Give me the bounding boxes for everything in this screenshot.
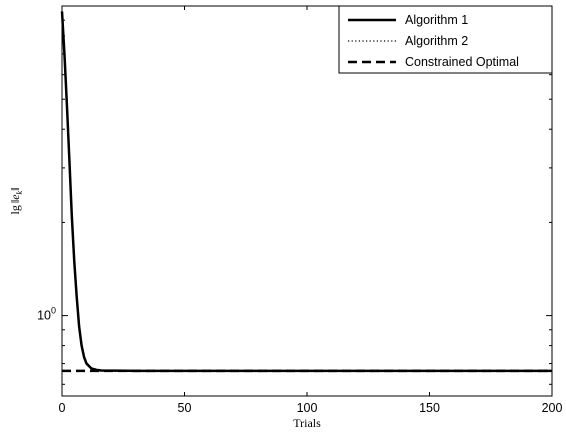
y-axis-title-sub: k [15,190,24,194]
x-tick-label: 0 [59,401,66,415]
legend: Algorithm 1 Algorithm 2 Constrained Opti… [338,5,553,74]
y-axis-title-bar-left: ‖ [8,200,22,203]
x-tick-label: 50 [178,401,192,415]
x-axis: 0 50 100 150 200 [59,6,563,415]
y-tick-label: 100 [37,306,56,323]
legend-label-algorithm-2: Algorithm 2 [405,34,468,48]
x-tick-label: 150 [419,401,440,415]
legend-label-algorithm-1: Algorithm 1 [405,13,468,27]
y-axis-title-var: e [8,194,22,200]
series-layer [60,11,552,373]
x-tick-label: 100 [297,401,318,415]
y-axis-title-bar-right: ‖ [8,188,22,191]
legend-label-constrained-optimal: Constrained Optimal [405,55,519,69]
legend-box [338,5,553,74]
x-tick-label: 200 [542,401,563,415]
y-axis-title-prefix: lg [8,205,22,214]
y-axis-title: lg‖ek‖ [8,188,24,215]
x-axis-title: Trials [293,416,321,430]
